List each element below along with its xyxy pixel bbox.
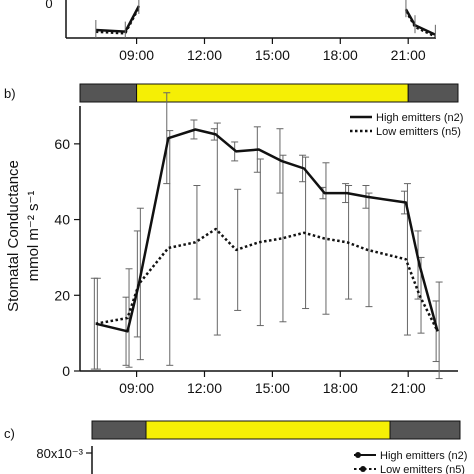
x-tick-label: 12:00	[187, 380, 222, 396]
panel-b-series	[95, 128, 439, 333]
legend-high-emitters-label: High emitters (n2)	[380, 450, 467, 462]
legend-low-emitters-label: Low emitters (n5)	[376, 126, 461, 138]
x-tick-label: 12:00	[187, 47, 222, 63]
y-tick-label: 20	[54, 287, 70, 303]
panel-a-y-tick-label: 0	[45, 0, 52, 11]
legend-high-emitters-marker	[355, 452, 361, 458]
night-period-morning	[91, 420, 147, 440]
night-period-morning	[79, 83, 138, 103]
panel-b-label: b)	[4, 86, 16, 101]
x-tick-label: 18:00	[323, 47, 358, 63]
panel-b-x-ticks: 09:00 12:00 15:00 18:00 21:00	[119, 371, 426, 396]
panel-c-daylight-bar	[91, 420, 461, 440]
x-tick-label: 18:00	[323, 380, 358, 396]
panel-c: c) 80x10⁻³ High emitters (n2) Low emitte…	[4, 420, 467, 474]
panel-b-legend: High emitters (n2) Low emitters (n5)	[350, 112, 463, 138]
panel-a-series	[95, 0, 436, 38]
panel-a-series-line-dotted	[405, 10, 436, 38]
panel-a: 0 09:00 12:00 15:00 18:00 21:00	[45, 0, 436, 63]
night-period-evening	[407, 83, 459, 103]
panel-a-x-ticks: 09:00 12:00 15:00 18:00 21:00	[119, 38, 426, 63]
panel-b-y-axis-title: Stomatal Conductance	[5, 160, 22, 312]
day-period	[136, 83, 409, 103]
panel-c-legend: High emitters (n2) Low emitters (n5)	[354, 450, 467, 474]
x-tick-label: 09:00	[119, 47, 154, 63]
panel-b-y-ticks: 0 20 40 60	[54, 136, 80, 379]
y-tick-label: 0	[62, 363, 70, 379]
panel-c-y-tick-label: 80x10⁻³	[36, 446, 83, 461]
day-period	[145, 420, 391, 440]
legend-low-emitters-marker	[360, 466, 366, 472]
x-tick-label: 15:00	[255, 380, 290, 396]
x-tick-label: 21:00	[391, 380, 426, 396]
series-line-high-emitters	[95, 128, 439, 333]
panel-c-label: c)	[4, 426, 15, 441]
night-period-evening	[389, 420, 461, 440]
legend-high-emitters-label: High emitters (n2)	[376, 112, 463, 124]
legend-low-emitters-label: Low emitters (n5)	[380, 464, 465, 474]
x-tick-label: 15:00	[255, 47, 290, 63]
y-tick-label: 40	[54, 212, 70, 228]
panel-b-daylight-bar	[79, 83, 459, 103]
series-line-low-emitters	[95, 227, 439, 332]
panel-b-y-axis-units: mmol m⁻² s⁻¹	[25, 191, 42, 282]
panel-b: b) 0 20 40 60 09:00 12:00 15:00 18:00 21:00 Sto…	[4, 83, 463, 396]
x-tick-label: 09:00	[119, 380, 154, 396]
x-tick-label: 21:00	[391, 47, 426, 63]
y-tick-label: 60	[54, 136, 70, 152]
